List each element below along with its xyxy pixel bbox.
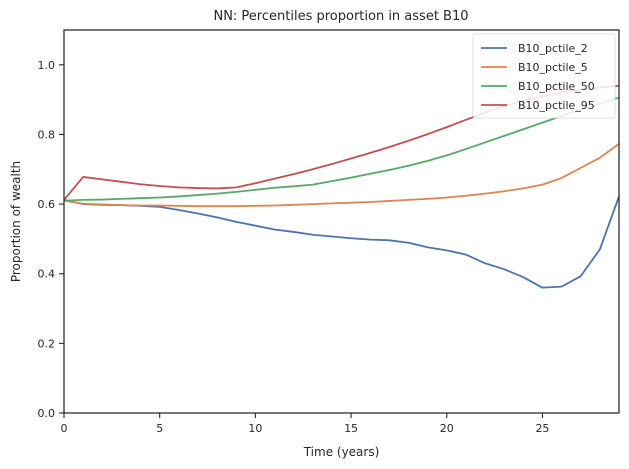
series-line-b10-pctile-5	[64, 142, 619, 208]
x-tick-label: 15	[344, 422, 358, 435]
series-line-b10-pctile-2	[64, 195, 619, 289]
y-tick-label: 0.6	[38, 198, 56, 211]
x-tick-label: 0	[61, 422, 68, 435]
legend-label: B10_pctile_2	[518, 42, 588, 55]
y-tick-label: 0.4	[38, 268, 56, 281]
y-tick-label: 0.8	[38, 128, 56, 141]
x-tick-label: 5	[156, 422, 163, 435]
x-tick-label: 20	[440, 422, 454, 435]
y-axis-label: Proportion of wealth	[9, 161, 23, 282]
legend-box	[472, 33, 616, 119]
x-tick-label: 10	[248, 422, 262, 435]
legend: B10_pctile_2 B10_pctile_5 B10_pctile_50 B10…	[472, 33, 616, 119]
chart-title: NN: Percentiles proportion in asset B10	[213, 9, 468, 24]
plot-frame	[63, 29, 620, 414]
x-axis-label: Time (years)	[303, 445, 380, 459]
y-tick-label: 1.0	[38, 59, 56, 72]
y-tick-label: 0.0	[38, 407, 56, 420]
y-axis: 0.0 0.2 0.4 0.6 0.8 1.0	[38, 59, 64, 420]
x-axis: 0 5 10 15 20 25	[61, 413, 549, 435]
legend-label: B10_pctile_95	[518, 99, 595, 112]
x-tick-label: 25	[535, 422, 549, 435]
legend-label: B10_pctile_50	[518, 80, 595, 93]
legend-label: B10_pctile_5	[518, 61, 588, 74]
y-tick-label: 0.2	[38, 337, 56, 350]
series-line-b10-pctile-50	[64, 96, 619, 202]
